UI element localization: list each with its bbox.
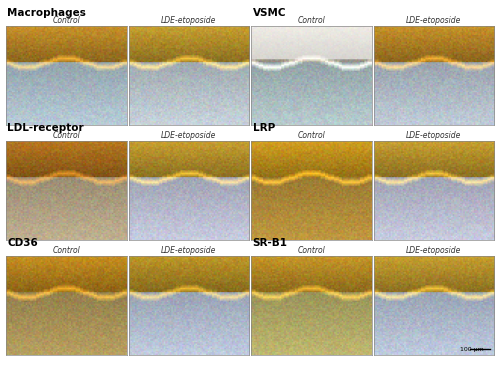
Text: VSMC: VSMC	[252, 8, 286, 18]
Text: LDE-etoposide: LDE-etoposide	[406, 246, 462, 255]
Text: Control: Control	[298, 131, 325, 140]
Text: LDE-etoposide: LDE-etoposide	[406, 131, 462, 140]
Text: LDE-etoposide: LDE-etoposide	[161, 16, 216, 25]
Text: Control: Control	[52, 246, 80, 255]
Text: SR-B1: SR-B1	[252, 238, 288, 248]
Text: LDE-etoposide: LDE-etoposide	[161, 246, 216, 255]
Text: Control: Control	[52, 16, 80, 25]
Text: 100 μm: 100 μm	[460, 347, 484, 352]
Text: LRP: LRP	[252, 123, 275, 133]
Text: LDE-etoposide: LDE-etoposide	[161, 131, 216, 140]
Text: Macrophages: Macrophages	[8, 8, 86, 18]
Text: LDE-etoposide: LDE-etoposide	[406, 16, 462, 25]
Text: Control: Control	[298, 16, 325, 25]
Text: LDL-receptor: LDL-receptor	[8, 123, 84, 133]
Text: Control: Control	[52, 131, 80, 140]
Text: CD36: CD36	[8, 238, 38, 248]
Text: Control: Control	[298, 246, 325, 255]
